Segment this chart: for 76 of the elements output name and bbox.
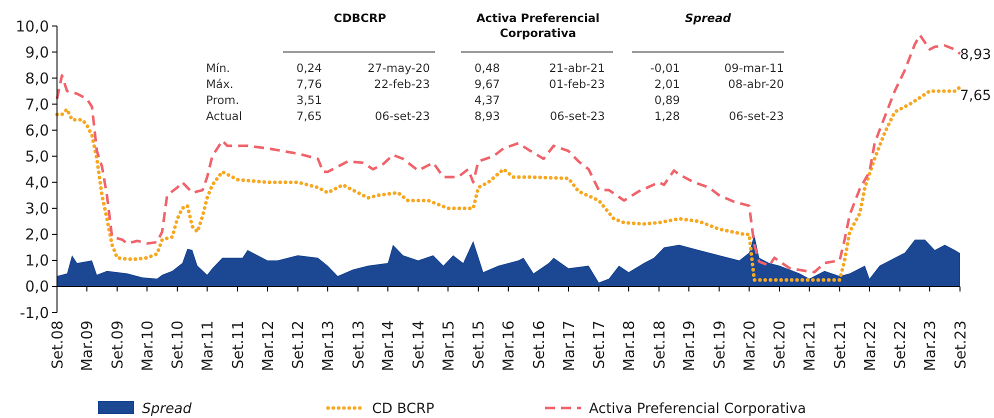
- x-tick-label: Mar.14: [379, 320, 398, 372]
- legend-label: Spread: [142, 400, 192, 417]
- y-tick-label: -1,0: [20, 304, 49, 322]
- x-tick-label: Mar.16: [500, 320, 518, 372]
- x-tick-label: Mar.13: [318, 320, 337, 372]
- x-tick-label: Set.09: [108, 320, 126, 369]
- text: Spread: [685, 11, 732, 25]
- annotation: 27-may-20: [368, 61, 430, 75]
- annotation: Activa Preferencial Corporativa: [476, 11, 600, 40]
- legend-label: Activa Preferencial Corporativa: [589, 400, 806, 417]
- text: CDBCRP: [334, 11, 386, 25]
- annotation: 2,01: [654, 77, 680, 91]
- annotation: 8,93: [960, 46, 992, 63]
- x-tick-label: Mar.22: [860, 320, 879, 372]
- y-tick-label: 4,0: [25, 174, 49, 192]
- x-tick-label: Set.23: [951, 320, 970, 369]
- y-tick-label: 0,0: [25, 278, 49, 296]
- x-tick-label: Set.14: [409, 320, 428, 369]
- annotation: 0,24: [296, 61, 322, 75]
- x-tick-label: Set.22: [891, 320, 910, 369]
- x-tick-label: Mar.11: [198, 320, 216, 372]
- x-tick-label: Mar.17: [560, 320, 578, 372]
- x-tick-label: Set.15: [470, 320, 488, 369]
- x-tick-label: Set.12: [289, 320, 308, 369]
- y-tick-label: 6,0: [25, 121, 49, 140]
- x-tick-label: Mar.20: [740, 320, 758, 372]
- annotation: Prom.: [206, 93, 240, 107]
- annotation: 9,67: [474, 77, 500, 91]
- annotation: 7,65: [960, 88, 992, 104]
- annotation: Máx.: [206, 77, 234, 91]
- y-tick-label: 10,0: [16, 17, 49, 36]
- x-tick-label: Mar.09: [78, 320, 96, 372]
- x-tick-label: Mar.10: [138, 320, 156, 372]
- annotation: 06-set-23: [728, 109, 784, 123]
- annotation: 06-set-23: [374, 109, 430, 123]
- annotation: Actual: [206, 109, 242, 123]
- x-tick-label: Set.19: [710, 320, 728, 369]
- x-tick-label: Set.18: [650, 320, 668, 369]
- y-tick-label: 2,0: [25, 226, 49, 244]
- y-tick-label: 8,0: [25, 69, 49, 88]
- annotation: 0,89: [654, 93, 680, 107]
- annotation: 7,65: [296, 109, 322, 123]
- x-tick-label: Set.10: [168, 320, 187, 369]
- x-tick-label: Set.08: [48, 320, 66, 369]
- y-tick-label: 1,0: [25, 252, 49, 270]
- annotation: Mín.: [206, 61, 230, 75]
- y-tick-label: 9,0: [25, 43, 49, 62]
- annotation: 06-set-23: [550, 109, 605, 123]
- x-tick-label: Mar.12: [258, 320, 277, 372]
- annotation: -0,01: [650, 61, 680, 75]
- annotation: 21-abr-21: [549, 61, 605, 75]
- x-tick-label: Set.20: [770, 320, 789, 369]
- x-tick-label: Set.13: [349, 320, 368, 369]
- x-tick-label: Mar.19: [680, 320, 698, 372]
- x-tick-label: Mar.21: [800, 320, 819, 372]
- y-tick-label: 3,0: [25, 200, 49, 218]
- annotation: 7,76: [296, 77, 322, 91]
- annotation: 08-abr-20: [728, 77, 784, 91]
- annotation: 3,51: [296, 93, 322, 107]
- annotation: 0,48: [474, 61, 500, 75]
- x-tick-label: Set.17: [590, 320, 608, 369]
- annotation: 8,93: [474, 109, 500, 123]
- x-tick-label: Mar.23: [920, 320, 939, 372]
- x-tick-label: Set.21: [830, 320, 849, 369]
- y-tick-label: 5,0: [25, 147, 49, 166]
- annotation: 09-mar-11: [724, 61, 784, 75]
- x-tick-label: Set.16: [530, 320, 548, 369]
- x-tick-label: Mar.18: [620, 320, 638, 372]
- x-tick-label: Set.11: [228, 320, 247, 369]
- x-tick-label: Mar.15: [439, 320, 458, 372]
- annotation: 1,28: [654, 109, 680, 123]
- y-tick-label: 7,0: [25, 95, 49, 114]
- annotation: 4,37: [474, 93, 500, 107]
- annotation: 01-feb-23: [549, 77, 605, 91]
- annotation: 22-feb-23: [374, 77, 430, 91]
- legend-label: CD BCRP: [372, 400, 434, 417]
